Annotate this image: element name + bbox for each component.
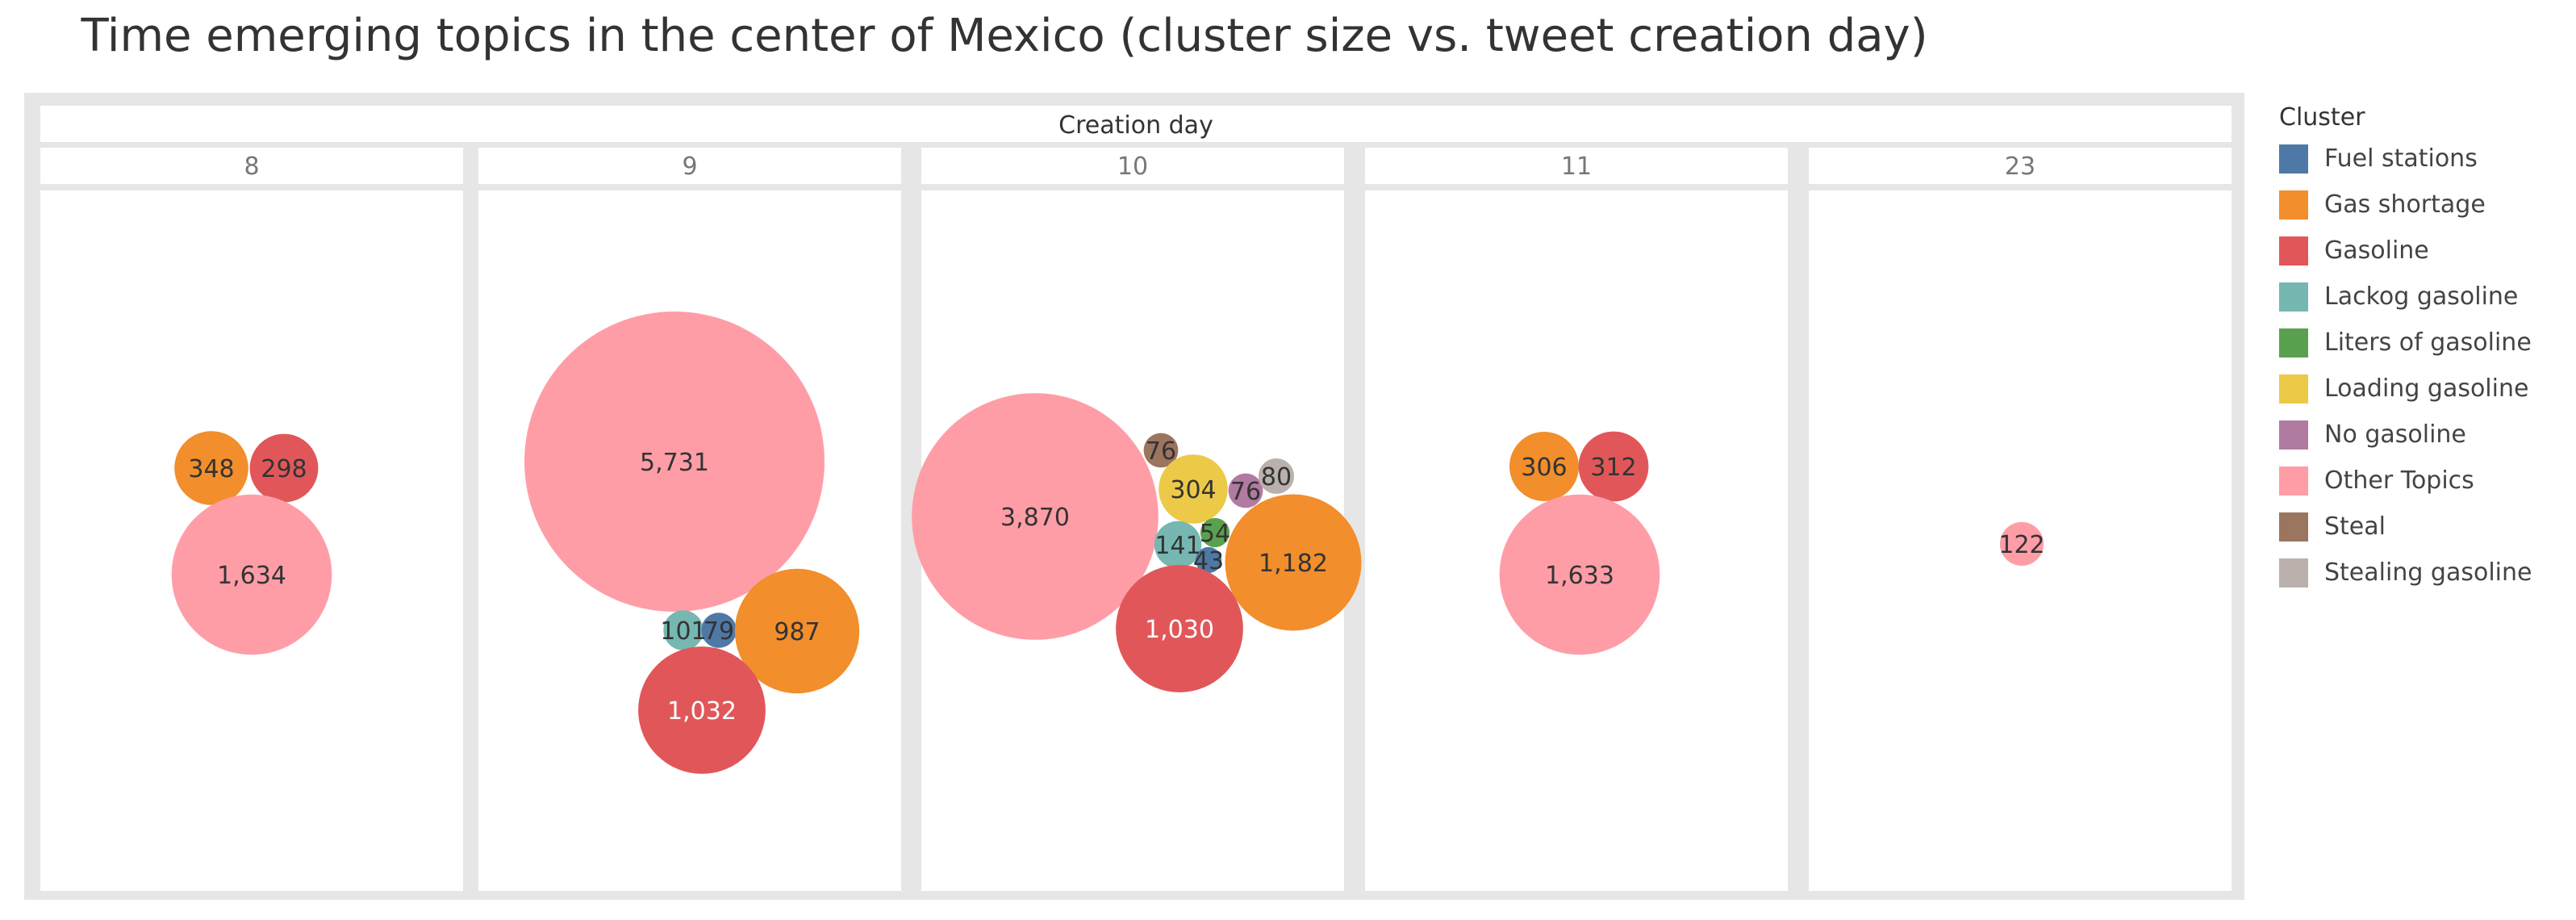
column-header-band xyxy=(40,106,2232,142)
legend-label-stealing-gasoline: Stealing gasoline xyxy=(2324,558,2532,587)
bubble-gasoline-day-10[interactable] xyxy=(1116,565,1243,692)
bubble-gasoline-day-8[interactable] xyxy=(249,433,319,503)
legend-label-lackog-gasoline: Lackog gasoline xyxy=(2324,282,2519,311)
bubble-loading-gasoline-day-10[interactable] xyxy=(1159,454,1228,524)
bubble-gas-shortage-day-10[interactable] xyxy=(1225,494,1362,631)
bubble-label-gas-shortage-day-8: 348 xyxy=(188,455,234,483)
column-header-cell xyxy=(478,148,901,184)
legend-swatch-other-topics xyxy=(2279,466,2308,496)
bubble-stealing-gasoline-day-10[interactable] xyxy=(1259,458,1294,494)
legend-swatch-fuel-stations xyxy=(2279,144,2308,174)
bubble-other-topics-day-11[interactable] xyxy=(1499,494,1660,655)
legend-item-fuel-stations[interactable]: Fuel stations xyxy=(2279,136,2570,182)
bubble-label-liters-of-gasoline-day-10: 54 xyxy=(1200,520,1230,548)
legend-item-gasoline[interactable]: Gasoline xyxy=(2279,228,2570,274)
bubble-label-lackog-gasoline-day-9: 101 xyxy=(660,617,706,646)
chart-title: Time emerging topics in the center of Me… xyxy=(81,10,1928,62)
bubble-fuel-stations-day-9[interactable] xyxy=(701,613,737,648)
bubble-label-gas-shortage-day-9: 987 xyxy=(774,618,820,646)
bubble-label-steal-day-10: 76 xyxy=(1146,437,1176,466)
bubble-other-topics-day-23[interactable] xyxy=(1999,521,2044,567)
bubble-other-topics-day-9[interactable] xyxy=(524,312,825,612)
legend-label-gas-shortage: Gas shortage xyxy=(2324,190,2486,219)
legend-swatch-lackog-gasoline xyxy=(2279,282,2308,312)
legend: Cluster Fuel stations Gas shortage Gasolin… xyxy=(2279,102,2570,596)
legend-swatch-liters-of-gasoline xyxy=(2279,328,2308,358)
legend-title: Cluster xyxy=(2279,103,2365,132)
legend-item-gas-shortage[interactable]: Gas shortage xyxy=(2279,182,2570,228)
bubble-gas-shortage-day-8[interactable] xyxy=(174,431,248,505)
bubble-label-stealing-gasoline-day-10: 80 xyxy=(1261,463,1292,491)
bubble-label-other-topics-day-11: 1,633 xyxy=(1545,562,1614,590)
bubble-other-topics-day-10[interactable] xyxy=(912,393,1159,640)
legend-label-steal: Steal xyxy=(2324,512,2386,541)
bubble-gas-shortage-day-9[interactable] xyxy=(734,568,860,694)
bubble-fuel-stations-day-10[interactable] xyxy=(1195,546,1222,574)
bubble-label-gas-shortage-day-10: 1,182 xyxy=(1259,550,1328,578)
legend-label-fuel-stations: Fuel stations xyxy=(2324,144,2478,173)
column-header-label: Creation day xyxy=(1058,111,1213,140)
bubble-label-fuel-stations-day-9: 79 xyxy=(703,617,734,646)
legend-item-no-gasoline[interactable]: No gasoline xyxy=(2279,412,2570,458)
bubble-label-no-gasoline-day-10: 76 xyxy=(1230,478,1261,506)
legend-item-loading-gasoline[interactable]: Loading gasoline xyxy=(2279,366,2570,412)
bubble-label-gas-shortage-day-11: 306 xyxy=(1521,454,1567,482)
bubble-label-loading-gasoline-day-10: 304 xyxy=(1170,476,1216,504)
bubble-label-gasoline-day-8: 298 xyxy=(261,455,307,483)
legend-item-liters-of-gasoline[interactable]: Liters of gasoline xyxy=(2279,320,2570,366)
legend-item-stealing-gasoline[interactable]: Stealing gasoline xyxy=(2279,550,2570,596)
column-label-day-10: 10 xyxy=(1117,153,1148,181)
bubble-label-gasoline-day-10: 1,030 xyxy=(1145,616,1214,644)
bubble-label-gasoline-day-9: 1,032 xyxy=(667,697,737,726)
bubble-label-other-topics-day-9: 5,731 xyxy=(640,449,709,477)
bubble-gasoline-day-11[interactable] xyxy=(1578,431,1649,502)
bubble-other-topics-day-8[interactable] xyxy=(171,494,332,655)
legend-swatch-gasoline xyxy=(2279,236,2308,266)
bubble-no-gasoline-day-10[interactable] xyxy=(1228,473,1263,508)
legend-label-liters-of-gasoline: Liters of gasoline xyxy=(2324,328,2532,357)
bubble-gasoline-day-9[interactable] xyxy=(638,646,766,774)
bubble-label-gasoline-day-11: 312 xyxy=(1590,454,1636,482)
bubble-label-lackog-gasoline-day-10: 141 xyxy=(1154,532,1200,560)
legend-label-other-topics: Other Topics xyxy=(2324,466,2474,495)
legend-label-gasoline: Gasoline xyxy=(2324,236,2429,265)
bubble-liters-of-gasoline-day-10[interactable] xyxy=(1200,517,1230,548)
legend-label-loading-gasoline: Loading gasoline xyxy=(2324,374,2529,403)
legend-swatch-stealing-gasoline xyxy=(2279,558,2308,588)
legend-item-steal[interactable]: Steal xyxy=(2279,504,2570,550)
column-label-day-11: 11 xyxy=(1561,153,1592,181)
legend-swatch-loading-gasoline xyxy=(2279,374,2308,404)
column-header-cell xyxy=(1809,148,2232,184)
legend-label-no-gasoline: No gasoline xyxy=(2324,420,2466,449)
column-label-day-9: 9 xyxy=(682,153,697,181)
bubble-label-fuel-stations-day-10: 43 xyxy=(1193,547,1224,575)
legend-swatch-gas-shortage xyxy=(2279,190,2308,220)
legend-swatch-steal xyxy=(2279,512,2308,542)
column-header-cell xyxy=(40,148,463,184)
column-header-cell xyxy=(1365,148,1788,184)
bubble-label-other-topics-day-10: 3,870 xyxy=(1000,504,1070,532)
legend-swatch-no-gasoline xyxy=(2279,420,2308,450)
bubble-gas-shortage-day-11[interactable] xyxy=(1509,432,1579,501)
column-label-day-8: 8 xyxy=(244,153,259,181)
bubble-lackog-gasoline-day-9[interactable] xyxy=(663,610,703,650)
column-label-day-23: 23 xyxy=(2005,153,2035,181)
legend-item-lackog-gasoline[interactable]: Lackog gasoline xyxy=(2279,274,2570,320)
legend-item-other-topics[interactable]: Other Topics xyxy=(2279,458,2570,504)
bubble-steal-day-10[interactable] xyxy=(1143,433,1179,468)
bubble-lackog-gasoline-day-10[interactable] xyxy=(1154,521,1202,569)
column-header-cell xyxy=(921,148,1344,184)
bubble-label-other-topics-day-23: 122 xyxy=(1998,531,2044,559)
bubble-label-other-topics-day-8: 1,634 xyxy=(217,562,286,590)
